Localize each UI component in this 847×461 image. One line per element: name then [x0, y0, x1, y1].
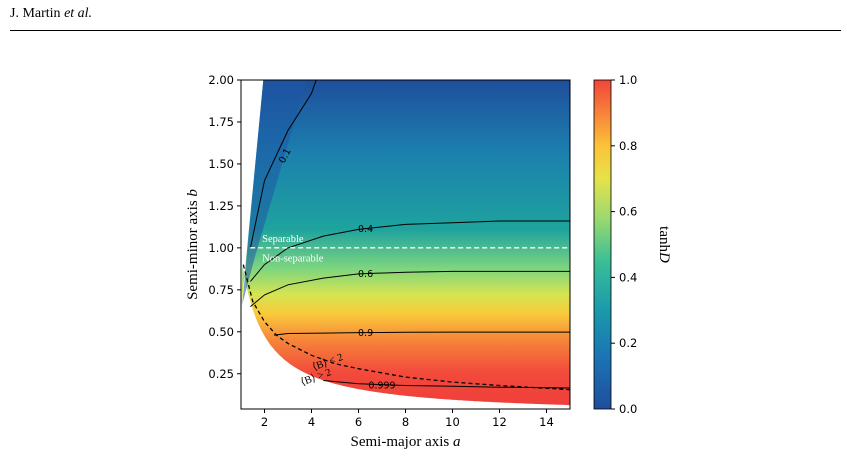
contour-0.1: [249, 80, 317, 249]
non-separable-label: Non-separable: [262, 253, 324, 264]
colorbar-tick-label: 0.0: [619, 402, 637, 416]
colorbar-tick-label: 0.2: [619, 336, 637, 350]
contour-0.9: [273, 331, 570, 336]
heatmap-low-region: [242, 80, 307, 305]
bell-bound-curve: [242, 264, 570, 391]
running-head-authors: J. Martin: [10, 6, 61, 21]
separable-label: Separable: [262, 234, 304, 245]
running-head: J. Martin et al.: [10, 6, 92, 22]
contour-label: 0.9: [358, 328, 373, 339]
contour-label: 0.4: [358, 224, 373, 235]
x-tick-label: 10: [445, 415, 460, 429]
x-tick-label: 6: [355, 415, 362, 429]
y-tick-label: 1.75: [208, 115, 234, 129]
y-tick-label: 1.50: [208, 157, 234, 171]
header-rule: [10, 30, 841, 31]
y-axis-label: Semi-minor axis b: [185, 189, 201, 300]
contour-label-group: 0.999: [368, 380, 395, 391]
contour-label: 0.999: [368, 380, 395, 391]
contour-label: 0.6: [358, 269, 373, 280]
colorbar: 0.0 0.2 0.4 0.6 0.8 1.0 tanhD: [593, 73, 672, 416]
colorbar-tick-label: 1.0: [619, 73, 637, 87]
colorbar-tick-label: 0.6: [619, 205, 637, 219]
y-tick-label: 2.00: [208, 73, 234, 87]
y-tick-label: 0.25: [208, 367, 234, 381]
colorbar-tick-label: 0.4: [619, 270, 637, 284]
heatmap-fill: [241, 80, 570, 406]
y-tick-label: 0.50: [208, 325, 234, 339]
x-tick-label: 12: [492, 415, 507, 429]
y-tick-label: 1.25: [208, 199, 234, 213]
x-tick-label: 14: [539, 415, 554, 429]
contour-0.999: [323, 380, 570, 389]
contour-label-group: 0.4: [358, 224, 373, 235]
running-head-etal: et al.: [64, 6, 93, 21]
y-tick-label: 1.00: [208, 241, 234, 255]
colorbar-bar: [593, 79, 612, 410]
x-axis-label: Semi-major axis a: [351, 434, 461, 450]
heatmap-region: [241, 80, 570, 406]
y-tick-label: 0.75: [208, 283, 234, 297]
contour-label-group: 0.6: [358, 269, 373, 280]
contour-label-group: 0.9: [358, 328, 373, 339]
x-tick-label: 4: [308, 415, 315, 429]
contour-0.4: [250, 220, 570, 282]
colorbar-label: tanhD: [656, 226, 672, 263]
x-tick-label: 8: [402, 415, 409, 429]
contour-0.6: [250, 270, 570, 307]
x-tick-label: 2: [261, 415, 268, 429]
colorbar-tick-label: 0.8: [619, 139, 637, 153]
contour-lines: [242, 80, 570, 391]
axes: 2 4 6 8 10 12 14 0.25 0.50 0.75 1.00 1.25 1.50 1.75 2.…: [185, 73, 571, 450]
